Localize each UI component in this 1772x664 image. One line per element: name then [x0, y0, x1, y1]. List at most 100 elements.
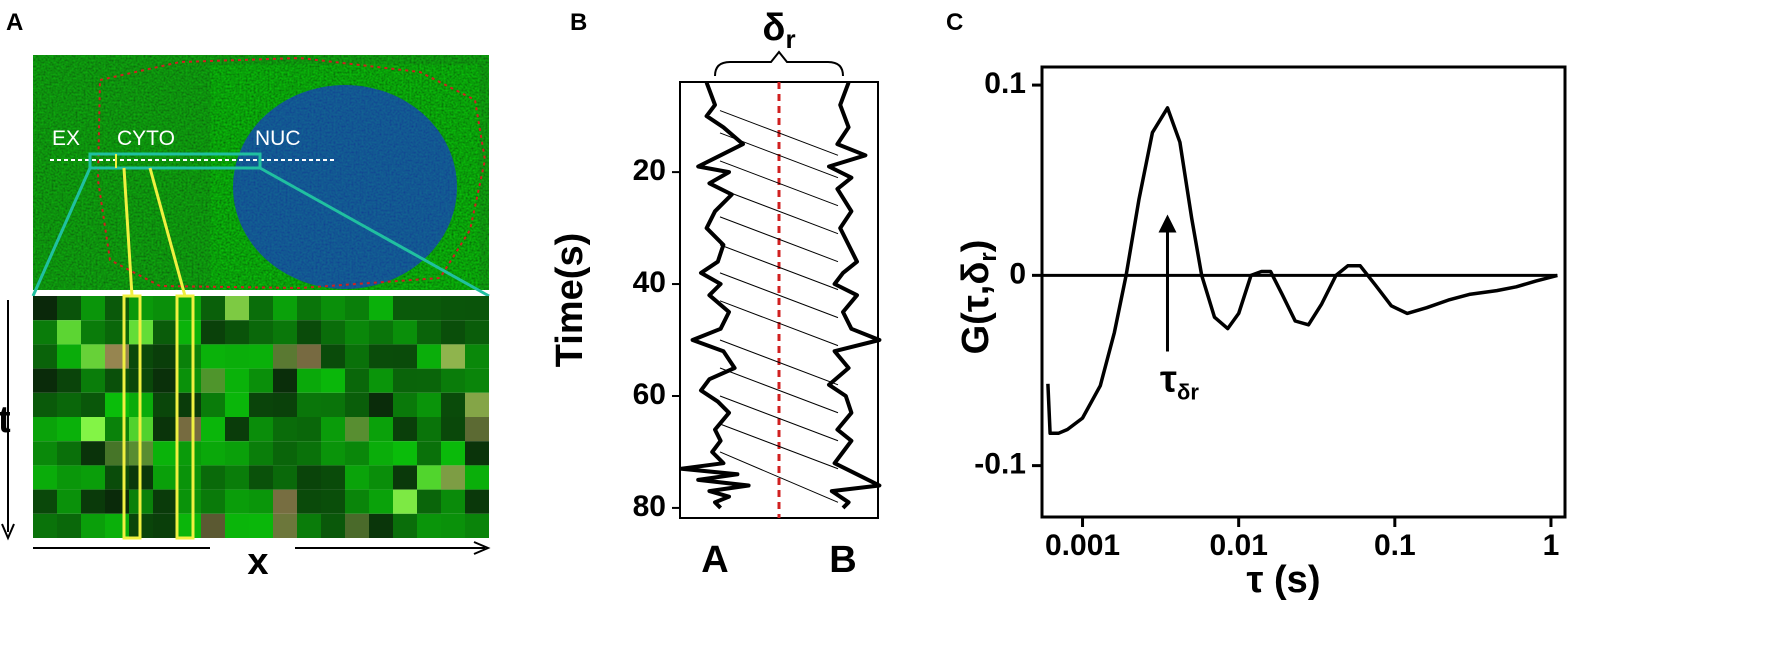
kymo-pixel	[57, 392, 81, 417]
y-tick-label: 0	[1009, 257, 1026, 290]
kymo-pixel	[57, 296, 81, 321]
kymo-pixel	[465, 513, 489, 538]
panel-label: B	[570, 9, 587, 36]
kymo-pixel	[225, 392, 249, 417]
x-tick-label: 0.1	[1374, 529, 1416, 562]
trace	[827, 81, 882, 510]
kymo-pixel	[345, 296, 369, 321]
kymo-pixel	[345, 417, 369, 442]
kymo-pixel	[81, 392, 105, 417]
kymo-pixel	[81, 296, 105, 321]
kymo-pixel	[345, 465, 369, 490]
axis-label: t	[0, 399, 11, 441]
text-part: r	[975, 252, 1002, 261]
lag-line	[719, 367, 839, 414]
kymo-pixel	[273, 465, 297, 490]
kymo-pixel	[57, 489, 81, 514]
kymo-pixel	[345, 392, 369, 417]
kymo-pixel	[441, 368, 465, 393]
kymo-pixel	[33, 417, 57, 442]
kymo-pixel	[81, 320, 105, 345]
plot-frame	[1040, 65, 1567, 519]
lag-line	[719, 244, 839, 291]
kymo-pixel	[441, 296, 465, 321]
kymo-pixel	[153, 441, 177, 466]
bracket	[714, 50, 844, 77]
kymo-pixel	[33, 392, 57, 417]
kymo-pixel	[369, 392, 393, 417]
x-tick-label: A	[701, 539, 728, 581]
kymo-pixel	[369, 368, 393, 393]
kymo-pixel	[201, 368, 225, 393]
region-label: CYTO	[117, 127, 175, 150]
kymo-pixel	[465, 441, 489, 466]
kymo-pixel	[393, 441, 417, 466]
panel-label: C	[946, 9, 963, 36]
y-tick-label: -0.1	[974, 448, 1026, 481]
kymo-pixel	[81, 417, 105, 442]
kymo-pixel	[57, 368, 81, 393]
kymo-pixel	[417, 392, 441, 417]
lag-line	[719, 423, 839, 470]
kymo-pixel	[297, 344, 321, 369]
kymo-pixel	[57, 465, 81, 490]
kymo-pixel	[465, 344, 489, 369]
kymo-pixel	[153, 465, 177, 490]
kymo-pixel	[177, 392, 201, 417]
text-part: )	[955, 240, 997, 253]
kymo-pixel	[249, 296, 273, 321]
kymo-pixel	[465, 296, 489, 321]
kymo-pixel	[249, 344, 273, 369]
kymo-pixel	[33, 320, 57, 345]
kymo-pixel	[153, 344, 177, 369]
region-label: NUC	[255, 127, 301, 150]
kymo-pixel	[321, 320, 345, 345]
x-tick-label: 1	[1543, 529, 1560, 562]
x-tick-label: 0.001	[1045, 529, 1120, 562]
kymo-pixel	[273, 513, 297, 538]
kymo-pixel	[201, 392, 225, 417]
lag-line	[719, 339, 839, 386]
kymo-pixel	[441, 392, 465, 417]
kymo-pixel	[201, 441, 225, 466]
kymo-pixel	[57, 344, 81, 369]
annotation: δr	[762, 7, 795, 54]
kymo-pixel	[441, 320, 465, 345]
kymo-pixel	[345, 320, 369, 345]
kymo-pixel	[441, 513, 465, 538]
trace	[679, 81, 751, 510]
kymo-pixel	[393, 344, 417, 369]
annotation: τδr	[1160, 358, 1199, 404]
kymo-pixel	[225, 320, 249, 345]
kymo-pixel	[177, 465, 201, 490]
kymo-pixel	[369, 441, 393, 466]
kymo-pixel	[177, 441, 201, 466]
kymo-pixel	[33, 441, 57, 466]
panel-label: A	[6, 9, 23, 36]
kymo-pixel	[249, 320, 273, 345]
kymo-pixel	[417, 513, 441, 538]
kymo-pixel	[441, 417, 465, 442]
kymo-pixel	[417, 296, 441, 321]
x-axis-label: τ (s)	[1247, 559, 1321, 601]
kymo-pixel	[153, 392, 177, 417]
kymo-pixel	[417, 489, 441, 514]
kymo-pixel	[393, 296, 417, 321]
kymo-pixel	[273, 417, 297, 442]
kymo-pixel	[345, 344, 369, 369]
kymo-pixel	[321, 344, 345, 369]
lag-line	[719, 216, 839, 263]
kymo-pixel	[201, 417, 225, 442]
kymo-pixel	[441, 441, 465, 466]
kymo-pixel	[177, 320, 201, 345]
text-part: τ	[1160, 358, 1177, 400]
kymo-pixel	[345, 513, 369, 538]
kymo-pixel	[201, 489, 225, 514]
kymo-pixel	[225, 296, 249, 321]
kymo-pixel	[321, 296, 345, 321]
kymo-pixel	[177, 513, 201, 538]
kymo-pixel	[81, 489, 105, 514]
kymo-pixel	[153, 513, 177, 538]
kymo-pixel	[393, 368, 417, 393]
